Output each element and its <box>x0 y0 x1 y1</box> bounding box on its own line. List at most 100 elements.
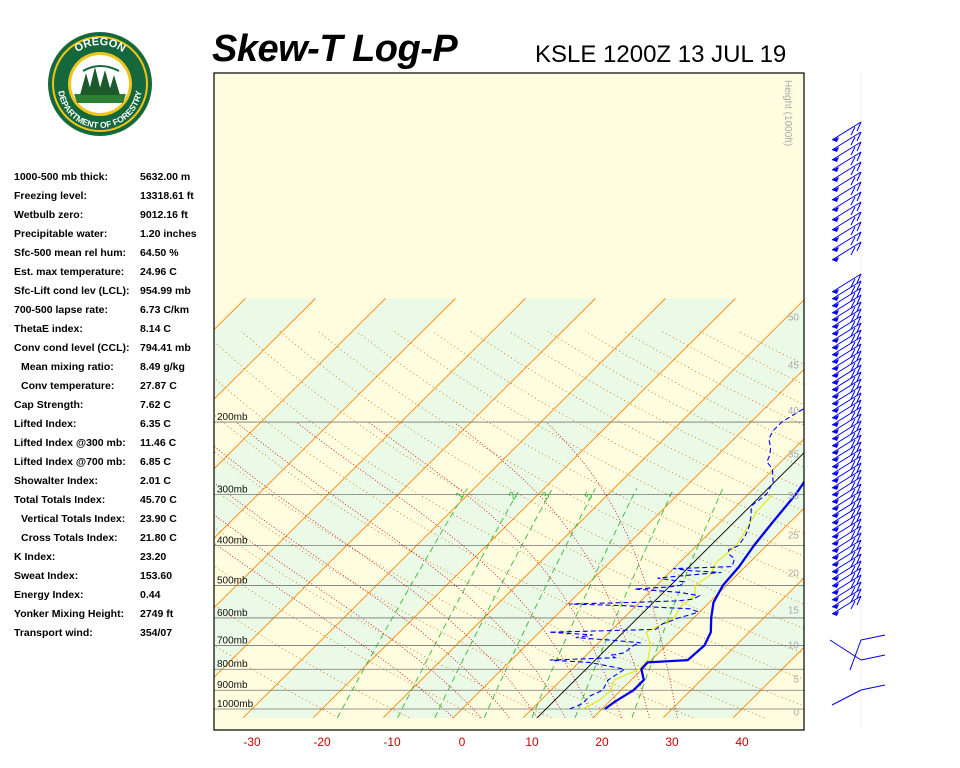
pressure-label: 500mb <box>217 575 248 586</box>
wind-barb <box>831 141 862 162</box>
wind-barb <box>831 476 862 497</box>
plot-frame <box>213 72 805 731</box>
dry-adiabat <box>355 330 804 581</box>
isotherm <box>0 299 105 718</box>
height-tick-label: 25 <box>788 531 800 542</box>
wind-barb <box>831 525 862 546</box>
dry-adiabats <box>214 330 804 719</box>
index-row: Mean mixing ratio: 8.49 g/kg <box>14 359 214 378</box>
pressure-label: 400mb <box>217 536 248 547</box>
index-label: Sfc-500 mean rel hum: <box>14 247 127 259</box>
x-tick-label: 0 <box>459 735 466 749</box>
isotherm <box>214 298 596 678</box>
index-value: 24.96 C <box>140 266 177 278</box>
moist-adiabat <box>368 421 622 718</box>
wind-barb <box>831 329 862 350</box>
height-tick-label: 10 <box>788 641 800 652</box>
wind-barb <box>831 301 862 322</box>
isotherm <box>522 438 804 719</box>
wind-barb <box>831 131 862 152</box>
wind-barb <box>831 497 862 518</box>
index-value: 23.90 C <box>140 513 177 525</box>
x-tick-label: -20 <box>313 735 331 749</box>
x-tick-label: -30 <box>243 735 261 749</box>
wind-barb <box>831 588 862 609</box>
wind-barb <box>831 581 862 602</box>
index-label: Sweat Index: <box>14 570 79 582</box>
index-row: Yonker Mixing Height: 2749 ft <box>14 606 214 625</box>
index-value: 6.73 C/km <box>140 304 190 316</box>
index-row: Conv cond level (CCL): 794.41 mb <box>14 340 214 359</box>
svg-text:OREGON: OREGON <box>73 36 128 55</box>
wind-barb <box>831 201 862 222</box>
wind-barb <box>831 406 862 427</box>
isotherm <box>802 716 804 719</box>
index-row: Total Totals Index: 45.70 C <box>14 492 214 511</box>
index-label: Energy Index: <box>14 589 84 601</box>
index-row: Conv temperature: 27.87 C <box>14 378 214 397</box>
index-value: 794.41 mb <box>140 342 191 354</box>
dry-adiabat <box>214 565 481 719</box>
isotherm <box>214 298 386 470</box>
index-value: 954.99 mb <box>140 285 191 297</box>
index-label: 700-500 lapse rate: <box>14 304 108 316</box>
index-value: 9012.16 ft <box>140 209 188 221</box>
index-row: Showalter Index: 2.01 C <box>14 473 214 492</box>
mixing-ratio-line <box>397 488 521 718</box>
wind-barb <box>831 171 862 192</box>
index-label: Cross Totals Index: <box>21 532 118 544</box>
mixing-ratio-line <box>531 488 638 718</box>
dry-adiabat <box>214 414 765 719</box>
pressure-label: 800mb <box>217 659 248 670</box>
wind-barb <box>831 574 862 595</box>
wind-barb <box>831 322 862 343</box>
index-row: Lifted Index @300 mb: 11.46 C <box>14 435 214 454</box>
index-row: Lifted Index @700 mb: 6.85 C <box>14 454 214 473</box>
wind-barb <box>831 392 862 413</box>
wind-barb <box>831 191 862 212</box>
wind-barb <box>831 427 862 448</box>
index-label: K Index: <box>14 551 56 563</box>
height-tick-label: 35 <box>788 449 800 460</box>
index-row: Energy Index: 0.44 <box>14 587 214 606</box>
index-label: Transport wind: <box>14 627 93 639</box>
wind-barb <box>831 161 862 182</box>
band <box>803 716 804 718</box>
index-row: Sweat Index: 153.60 <box>14 568 214 587</box>
isotherm <box>452 368 804 719</box>
wind-barb <box>831 371 862 392</box>
isotherm <box>214 298 456 539</box>
height-tick-label: 50 <box>788 313 800 324</box>
wind-barb <box>831 455 862 476</box>
index-value: 1.20 inches <box>140 228 197 240</box>
stability-indices-list: 1000-500 mb thick: 5632.00 m Freezing leve… <box>14 169 214 644</box>
index-row: Lifted Index: 6.35 C <box>14 416 214 435</box>
pressure-label: 600mb <box>217 608 248 619</box>
isotherm <box>214 298 316 400</box>
index-label: Showalter Index: <box>14 475 99 487</box>
index-value: 27.87 C <box>140 380 177 392</box>
wind-barb <box>831 553 862 574</box>
band <box>0 299 175 718</box>
wind-barb <box>831 567 862 588</box>
wind-barb <box>831 315 862 336</box>
wind-barb <box>831 364 862 385</box>
wind-barb <box>831 273 862 294</box>
isotherms <box>0 298 804 719</box>
index-label: Precipitable water: <box>14 228 108 240</box>
height-tick-label: 5 <box>793 675 799 686</box>
wind-barb <box>831 121 862 142</box>
wind-barb <box>831 294 862 315</box>
index-value: 153.60 <box>140 570 173 582</box>
wind-barb <box>831 385 862 406</box>
index-value: 6.35 C <box>140 418 171 430</box>
parcel-path <box>536 452 804 719</box>
wind-barb <box>831 151 862 172</box>
index-row: ThetaE index: 8.14 C <box>14 321 214 340</box>
index-label: ThetaE index: <box>14 323 83 335</box>
wind-barb <box>831 308 862 329</box>
x-tick-label: 40 <box>735 735 749 749</box>
index-label: Lifted Index @300 mb: <box>14 437 126 449</box>
wind-barb <box>831 483 862 504</box>
